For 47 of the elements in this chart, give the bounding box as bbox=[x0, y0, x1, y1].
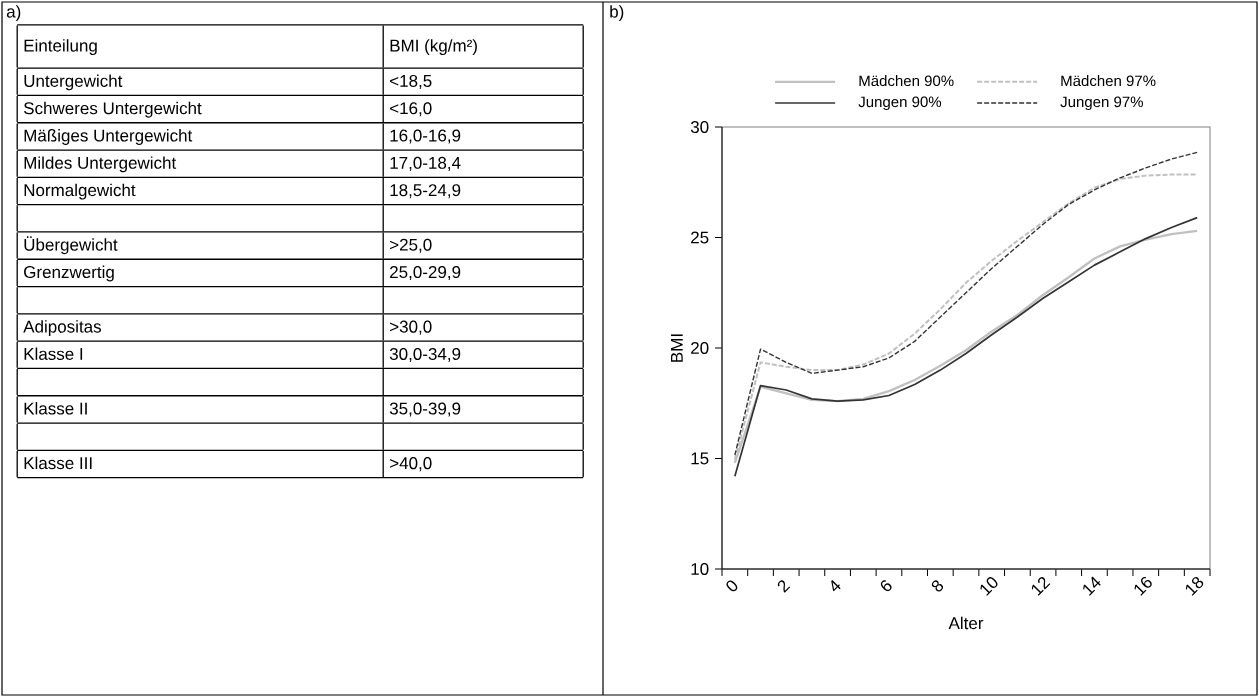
y-tick-label: 15 bbox=[691, 452, 709, 465]
x-tick-label: 2 bbox=[777, 580, 791, 593]
chart-title: b) bbox=[610, 5, 624, 22]
category-label: Klasse III bbox=[24, 456, 92, 470]
legend-label: Mädchen 90% bbox=[859, 75, 954, 87]
category-label: Mäßiges Untergewicht bbox=[24, 129, 193, 145]
category-label: Adipositas bbox=[23, 320, 102, 337]
x-tick-label: 16 bbox=[1134, 576, 1152, 596]
x-tick-label: 10 bbox=[980, 577, 998, 596]
text: 16,0-16,9 bbox=[390, 129, 461, 144]
y-tick-label: 30 bbox=[690, 120, 709, 134]
y-tick-label: 10 bbox=[691, 562, 709, 576]
category-label: Mildes Untergewicht bbox=[24, 156, 177, 173]
text: <16,0 bbox=[390, 102, 432, 117]
text: 25,0-29,9 bbox=[390, 266, 461, 281]
text: BMI (kg/m²) bbox=[390, 39, 477, 56]
y-tick-label: 20 bbox=[691, 341, 709, 355]
legend-label: Jungen 90% bbox=[858, 96, 942, 111]
category-label: Übergewicht bbox=[24, 236, 118, 255]
legend-label: Mädchen 97% bbox=[1061, 75, 1156, 87]
text: >40,0 bbox=[390, 457, 432, 472]
y-tick-label: 25 bbox=[691, 231, 709, 244]
x-tick-label: 6 bbox=[880, 580, 892, 592]
text: 18,5-24,9 bbox=[390, 184, 461, 199]
category-label: Grenzwertig bbox=[24, 265, 114, 282]
text: 17,0-18,4 bbox=[390, 156, 461, 171]
x-tick-label: 4 bbox=[831, 579, 841, 592]
x-tick-label: 0 bbox=[726, 580, 738, 592]
x-tick-label: 8 bbox=[931, 580, 944, 592]
category-label: Normalgewicht bbox=[24, 183, 136, 200]
text: 30,0-34,9 bbox=[389, 347, 461, 362]
x-tick-label: 12 bbox=[1031, 577, 1051, 596]
legend-label: Jungen 97% bbox=[1060, 96, 1143, 111]
x-axis-title: Alter bbox=[948, 616, 984, 630]
text: a) bbox=[6, 5, 21, 22]
x-tick-label: 14 bbox=[1083, 576, 1101, 596]
category-label: Klasse I bbox=[24, 347, 83, 360]
text: >25,0 bbox=[390, 238, 432, 253]
category-label: Klasse II bbox=[24, 402, 87, 415]
x-tick-label: 18 bbox=[1185, 576, 1204, 596]
category-label: Untergewicht bbox=[24, 74, 123, 91]
category-label: Schweres Untergewicht bbox=[23, 101, 202, 118]
text: Einteilung bbox=[24, 39, 97, 56]
y-axis-title: BMI bbox=[671, 334, 683, 362]
text: >30,0 bbox=[390, 320, 432, 335]
text: 35,0-39,9 bbox=[389, 402, 461, 417]
text: <18,5 bbox=[390, 74, 432, 89]
